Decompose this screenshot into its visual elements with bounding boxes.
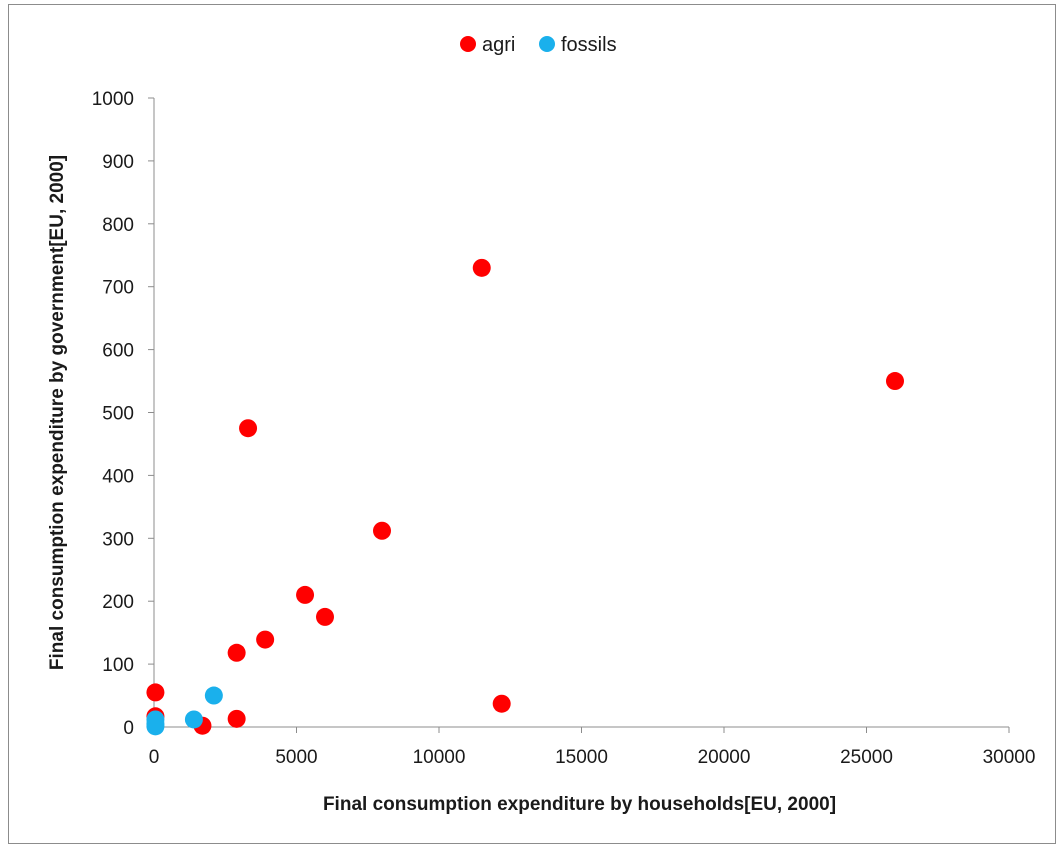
legend-label-agri: agri xyxy=(482,34,515,56)
x-tick-label: 15000 xyxy=(555,747,608,768)
x-axis: 0 5000 10000 15000 20000 25000 30000 xyxy=(149,726,1036,768)
agri-point xyxy=(316,607,334,626)
agri-point xyxy=(227,709,246,728)
fossils-point xyxy=(184,710,203,729)
chart-frame xyxy=(8,4,1056,844)
y-tick-label: 400 xyxy=(102,466,134,487)
y-tick-label: 100 xyxy=(102,655,134,676)
x-axis-title: Final consumption expenditure by househo… xyxy=(323,794,836,815)
y-tick-label: 300 xyxy=(102,529,134,550)
agri-point xyxy=(373,521,391,540)
y-tick-label: 1000 xyxy=(92,89,134,110)
x-tick-label: 20000 xyxy=(698,747,751,768)
fossils-point xyxy=(146,717,165,736)
agri-point xyxy=(146,683,165,702)
x-tick-label: 0 xyxy=(149,747,160,768)
agri-point xyxy=(492,694,511,713)
agri-point xyxy=(256,630,275,649)
x-tick-label: 5000 xyxy=(275,747,317,768)
y-axis: 0 100 200 300 400 500 600 700 800 900 1000 xyxy=(92,89,155,739)
y-tick-label: 700 xyxy=(102,278,134,299)
y-tick-label: 800 xyxy=(102,215,134,236)
y-tick-label: 200 xyxy=(102,592,134,613)
y-tick-label: 0 xyxy=(123,718,134,739)
agri-point xyxy=(239,419,258,438)
fossils-point xyxy=(204,686,223,705)
legend-marker-fossils xyxy=(539,36,555,52)
y-tick-label: 600 xyxy=(102,341,134,362)
agri-point xyxy=(886,372,904,391)
x-tick-label: 10000 xyxy=(413,747,466,768)
y-tick-label: 900 xyxy=(102,152,134,173)
agri-point xyxy=(472,258,491,277)
y-tick-label: 500 xyxy=(102,404,134,425)
agri-point xyxy=(296,585,315,604)
x-tick-label: 25000 xyxy=(840,747,893,768)
legend: agri fossils xyxy=(460,34,617,56)
legend-marker-agri xyxy=(460,36,476,52)
agri-point xyxy=(227,643,246,662)
x-tick-label: 30000 xyxy=(983,747,1036,768)
y-axis-title: Final consumption expenditure by governm… xyxy=(47,155,68,670)
legend-label-fossils: fossils xyxy=(561,34,617,56)
data-points xyxy=(146,258,904,736)
